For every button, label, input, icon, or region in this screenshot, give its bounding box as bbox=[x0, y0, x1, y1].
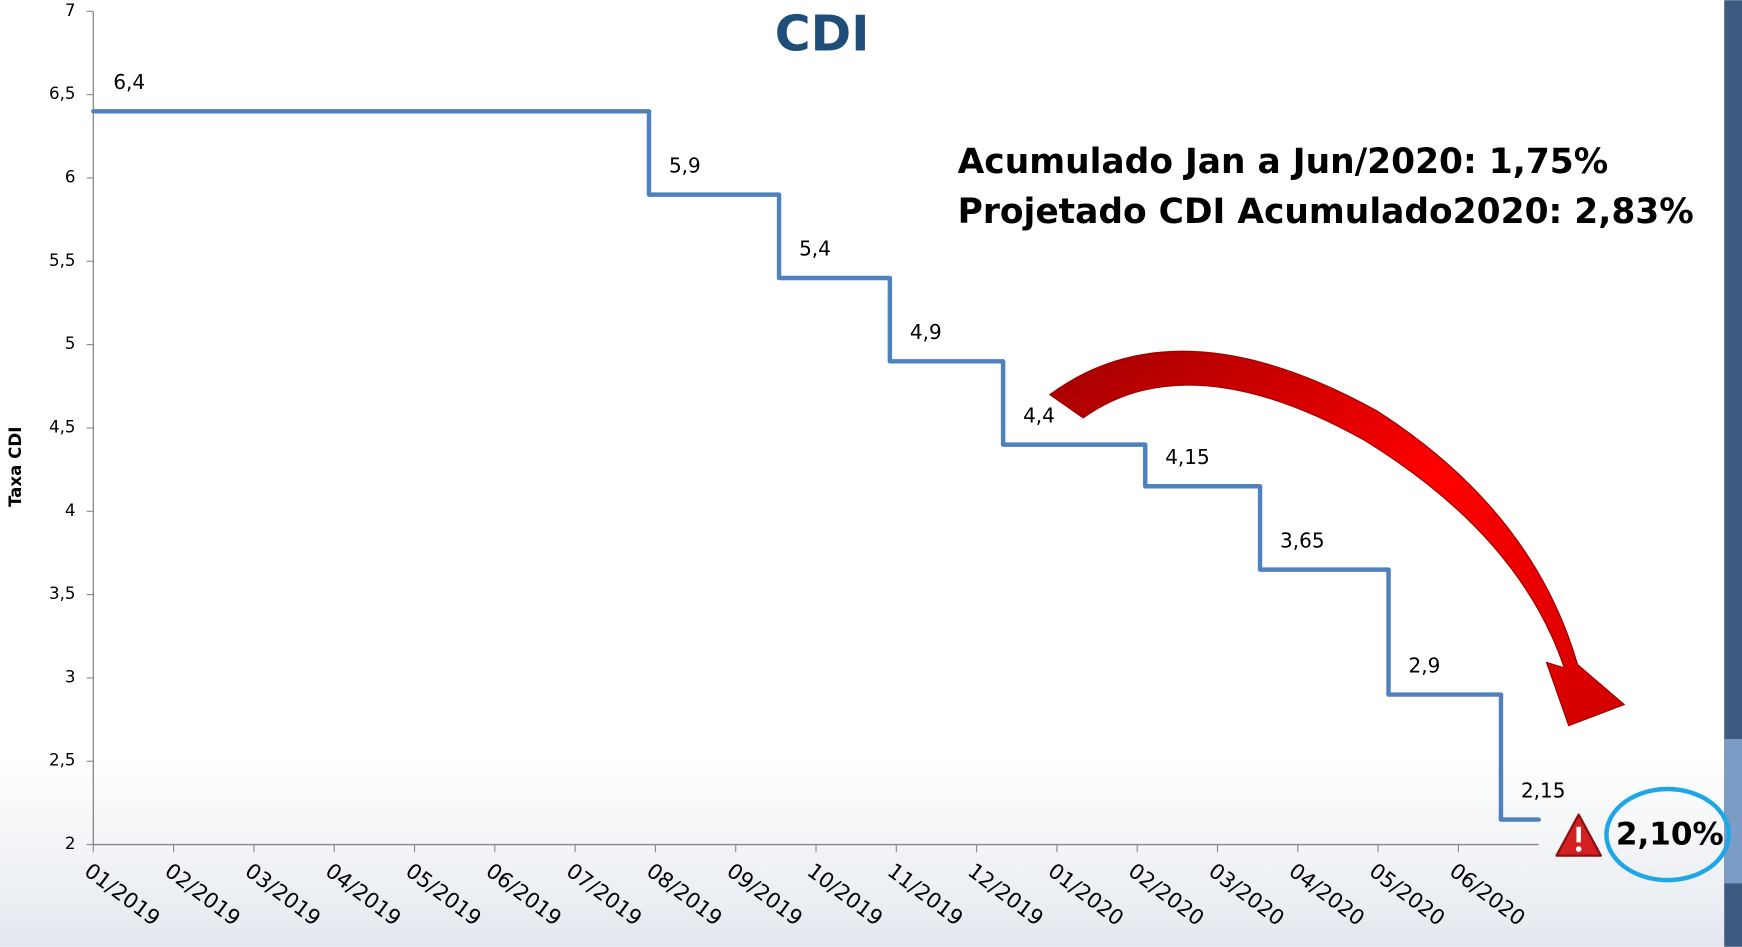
annotation: 2,10% bbox=[1616, 817, 1724, 853]
data-label: 4,9 bbox=[910, 320, 942, 344]
data-label: 3,65 bbox=[1280, 528, 1324, 552]
chart-title: CDI bbox=[775, 5, 870, 62]
side-strip bbox=[1724, 0, 1742, 947]
data-label: 5,9 bbox=[669, 153, 701, 177]
red-arrow bbox=[1048, 350, 1626, 727]
y-tick-label: 6,5 bbox=[49, 84, 76, 103]
annotation: Acumulado Jan a Jun/2020: 1,75% bbox=[958, 142, 1609, 182]
y-tick-label: 2,5 bbox=[49, 751, 76, 770]
y-tick-label: 3 bbox=[65, 667, 76, 686]
data-label: 5,4 bbox=[799, 237, 831, 261]
y-tick-label: 5 bbox=[65, 334, 76, 353]
y-tick-label: 3,5 bbox=[49, 584, 76, 603]
data-label: 4,4 bbox=[1023, 403, 1055, 427]
highlight-ellipse bbox=[1604, 786, 1731, 883]
data-label: 2,15 bbox=[1521, 778, 1565, 802]
y-tick-label: 5,5 bbox=[49, 251, 76, 270]
y-tick-label: 4,5 bbox=[49, 417, 76, 436]
y-tick-label: 6 bbox=[65, 167, 76, 186]
y-tick-label: 2 bbox=[65, 834, 76, 853]
y-tick-label: 4 bbox=[65, 501, 76, 520]
y-tick-label: 7 bbox=[65, 1, 76, 20]
data-label: 2,9 bbox=[1409, 653, 1441, 677]
data-label: 4,15 bbox=[1165, 445, 1209, 469]
data-label: 6,4 bbox=[113, 70, 145, 94]
annotation: Projetado CDI Acumulado2020: 2,83% bbox=[958, 192, 1694, 232]
side-strip-highlight bbox=[1724, 739, 1742, 884]
warning-icon bbox=[1555, 813, 1603, 857]
y-axis-label: Taxa CDI bbox=[6, 427, 25, 507]
